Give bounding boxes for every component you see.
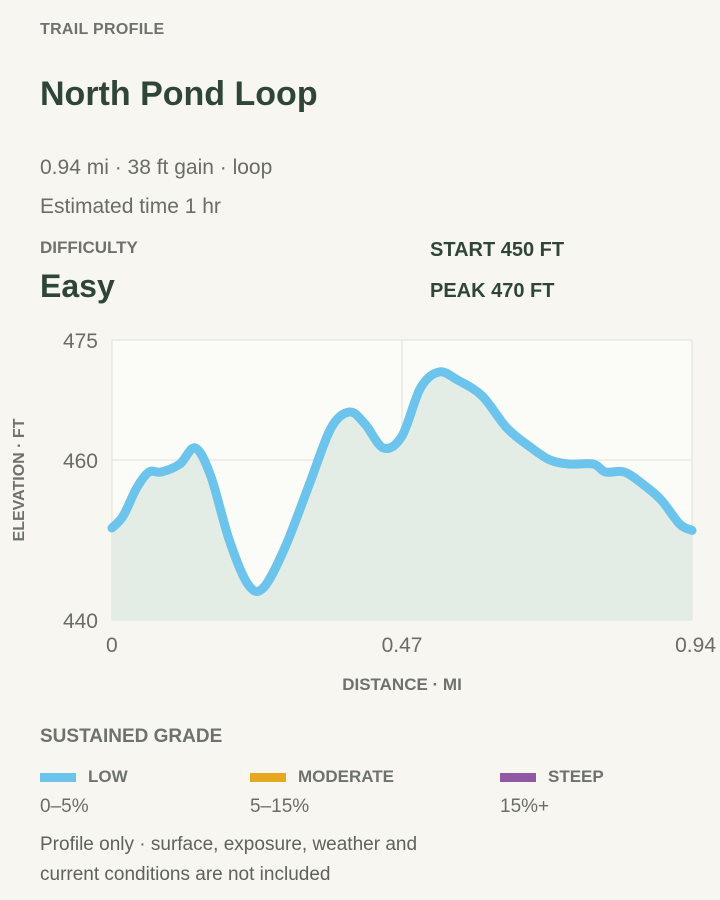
y-tick-label: 440: [63, 610, 98, 633]
legend-name-moderate: MODERATE: [298, 767, 395, 786]
legend-swatch-steep: [500, 772, 536, 782]
trail-title: North Pond Loop: [40, 75, 318, 113]
y-axis-ticks: 475 460 440: [63, 330, 98, 633]
peak-elevation: PEAK 470 FT: [430, 280, 555, 302]
eyebrow-label: TRAIL PROFILE: [40, 21, 165, 38]
x-tick-label: 0: [106, 634, 118, 657]
legend-name-steep: STEEP: [548, 767, 604, 786]
y-tick-label: 460: [63, 450, 98, 473]
x-axis-label: DISTANCE · MI: [342, 675, 462, 694]
legend-range-steep: 15%+: [500, 796, 550, 817]
start-elevation: START 450 FT: [430, 239, 565, 261]
x-tick-label: 0.47: [382, 634, 423, 657]
y-axis-label: ELEVATION · FT: [11, 418, 28, 541]
difficulty-value: Easy: [40, 268, 115, 304]
legend-swatch-moderate: [250, 772, 286, 782]
legend-item-moderate: MODERATE 5–15%: [250, 766, 394, 818]
legend-item-low: LOW 0–5%: [40, 766, 128, 818]
x-axis-ticks: 0 0.47 0.94: [106, 634, 716, 657]
legend-range-low: 0–5%: [40, 796, 89, 817]
elevation-chart: 475 460 440 0 0.47 0.94 DISTANCE · MI ELEVAT…: [11, 330, 716, 694]
y-tick-label: 475: [63, 330, 98, 353]
trail-meta-time: Estimated time 1 hr: [40, 195, 221, 218]
difficulty-label: DIFFICULTY: [40, 238, 138, 257]
trail-meta-summary: 0.94 mi · 38 ft gain · loop: [40, 156, 273, 179]
footnote: Profile only · surface, exposure, weathe…: [40, 834, 418, 885]
legend-name-low: LOW: [88, 767, 128, 786]
legend-range-moderate: 5–15%: [250, 796, 310, 817]
elevation-area: [112, 371, 692, 620]
legend-item-steep: STEEP 15%+: [500, 766, 604, 818]
legend-title: SUSTAINED GRADE: [40, 726, 223, 747]
legend-swatch-low: [40, 772, 76, 782]
x-tick-label: 0.94: [675, 634, 716, 657]
elevation-line: [107, 367, 697, 596]
